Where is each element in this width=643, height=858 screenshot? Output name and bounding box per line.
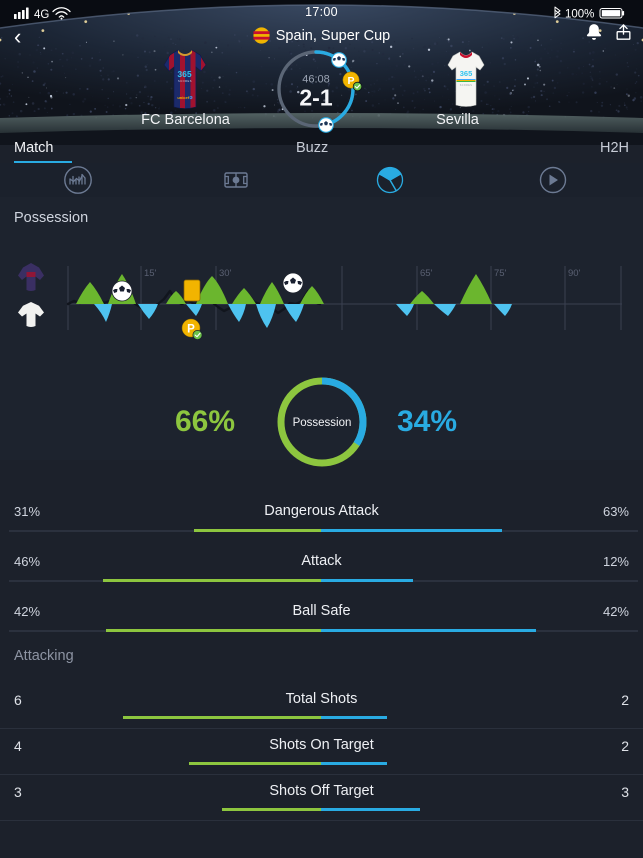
svg-text:365: 365 [177, 69, 192, 79]
svg-text:SCORES: SCORES [178, 79, 192, 83]
svg-text:365: 365 [460, 69, 473, 78]
svg-text:100%: 100% [565, 9, 594, 21]
svg-text:2-1: 2-1 [299, 85, 332, 111]
svg-text:SCORES: SCORES [460, 84, 473, 87]
svg-text:unicef③: unicef③ [177, 95, 193, 100]
svg-text:Possession: Possession [293, 417, 352, 429]
